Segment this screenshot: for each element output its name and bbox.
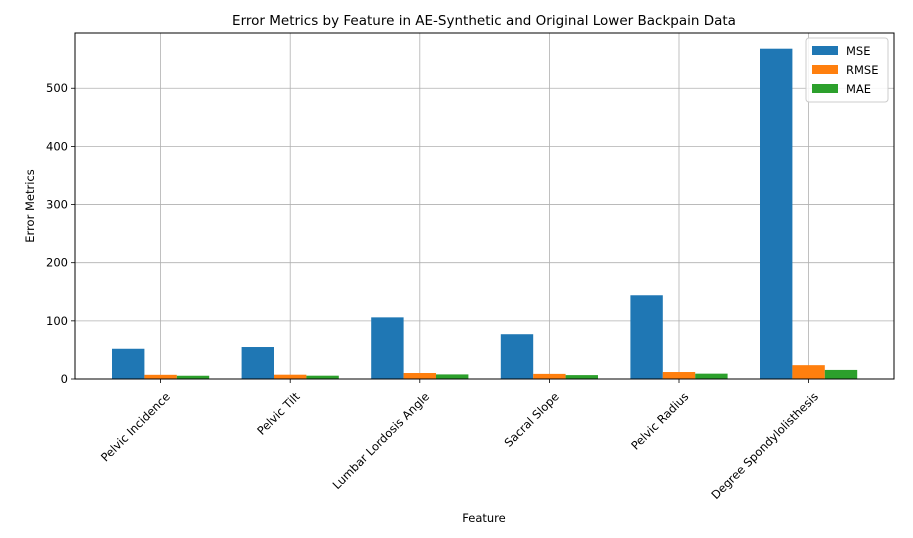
x-tick-label: Sacral Slope bbox=[501, 389, 561, 449]
legend-label: MSE bbox=[846, 44, 871, 58]
legend-swatch-mae bbox=[812, 84, 838, 93]
bar-rmse bbox=[274, 374, 307, 379]
bar-rmse bbox=[662, 372, 696, 379]
x-axis-label: Feature bbox=[462, 511, 505, 525]
x-tick-label: Degree Spondylolisthesis bbox=[708, 389, 821, 502]
bar-mae bbox=[176, 375, 210, 379]
legend-label: RMSE bbox=[846, 63, 878, 77]
bar-rmse bbox=[144, 374, 177, 379]
legend-swatch-mse bbox=[812, 46, 838, 55]
y-tick-label: 200 bbox=[46, 256, 68, 270]
x-axis: Pelvic Incidence Pelvic Tilt Lumbar Lordos… bbox=[98, 379, 821, 502]
bar-rmse bbox=[403, 373, 436, 379]
bar-rmse bbox=[792, 365, 825, 379]
bar-mse bbox=[112, 348, 145, 379]
bar-mse bbox=[241, 347, 274, 379]
plot-frame bbox=[74, 32, 895, 380]
y-tick-label: 0 bbox=[61, 372, 68, 386]
y-axis: 0 100 200 300 400 500 bbox=[46, 81, 75, 386]
x-tick-label: Lumbar Lordosis Angle bbox=[330, 389, 433, 492]
bar-mse bbox=[371, 317, 404, 379]
y-tick-label: 100 bbox=[46, 314, 68, 328]
y-tick-label: 500 bbox=[46, 81, 68, 95]
legend-label: MAE bbox=[846, 82, 871, 96]
bars-group bbox=[112, 48, 858, 380]
x-tick-label: Pelvic Radius bbox=[628, 389, 691, 452]
bar-mae bbox=[565, 375, 598, 379]
y-tick-label: 300 bbox=[46, 198, 68, 212]
bar-mae bbox=[306, 375, 339, 379]
bar-mae bbox=[436, 374, 469, 379]
bar-mae bbox=[695, 373, 728, 379]
y-tick-label: 400 bbox=[46, 139, 68, 153]
chart-title: Error Metrics by Feature in AE-Synthetic… bbox=[232, 13, 736, 29]
bar-mae bbox=[824, 369, 858, 379]
bar-mse bbox=[760, 48, 793, 380]
bar-mse bbox=[500, 334, 534, 379]
x-tick-label: Pelvic Tilt bbox=[254, 389, 303, 438]
legend: MSE RMSE MAE bbox=[805, 37, 889, 103]
bar-rmse bbox=[533, 373, 566, 379]
legend-swatch-rmse bbox=[812, 65, 838, 74]
bar-mse bbox=[630, 295, 663, 379]
x-tick-label: Pelvic Incidence bbox=[98, 389, 173, 464]
y-axis-label: Error Metrics bbox=[23, 169, 37, 242]
